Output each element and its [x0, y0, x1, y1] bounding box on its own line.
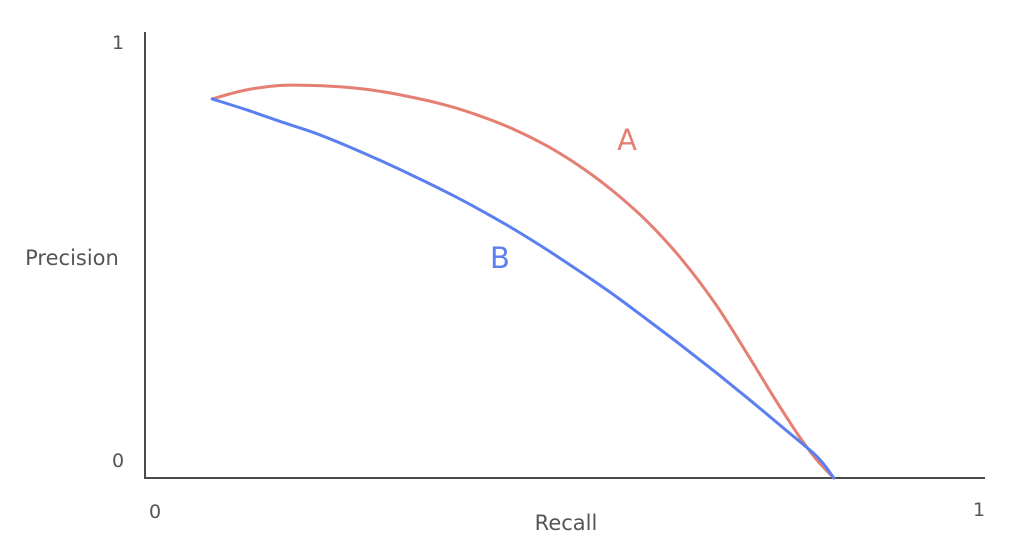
y-tick-bottom: 0	[112, 450, 124, 472]
x-tick-right: 1	[973, 499, 985, 521]
series-line-a	[210, 83, 836, 480]
series-layer: AB	[210, 83, 836, 480]
x-axis-label: Recall	[535, 511, 598, 535]
series-line-b	[210, 97, 836, 480]
x-tick-left: 0	[149, 501, 161, 523]
y-axis-label: Precision	[25, 246, 119, 270]
y-tick-top: 1	[112, 32, 124, 54]
series-label-b: B	[490, 241, 510, 275]
series-label-a: A	[617, 123, 637, 157]
